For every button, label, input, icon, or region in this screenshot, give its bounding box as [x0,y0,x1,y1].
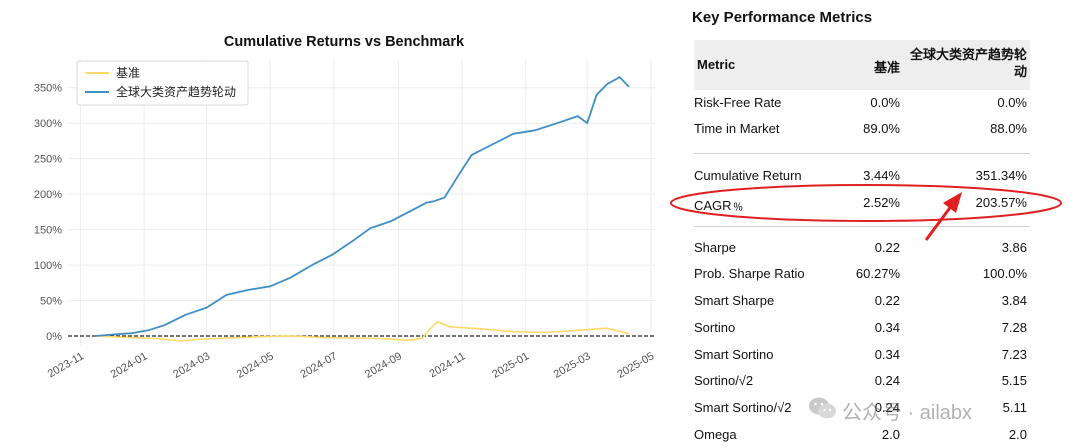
y-tick-label: 50% [40,296,62,308]
x-tick-label: 2024-05 [235,350,276,381]
legend-label-strategy: 全球大类资产趋势轮动 [116,84,236,99]
strategy-value: 2.0 [1008,427,1027,442]
x-tick-label: 2025-03 [552,350,593,381]
benchmark-value: 0.22 [874,240,900,255]
table-row: Sharpe 0.22 3.86 [694,238,1030,258]
benchmark-value: 0.24 [874,400,900,415]
metric-name: Omega [694,427,737,442]
strategy-value: 5.15 [1001,373,1027,388]
series-lines [95,76,630,342]
strategy-value: 7.28 [1001,320,1027,335]
strategy-value: 351.34% [975,168,1027,183]
y-tick-label: 0% [46,331,62,343]
metric-name: Risk-Free Rate [694,95,782,110]
table-row: Risk-Free Rate 0.0% 0.0% [694,93,1030,113]
metrics-panel: Key Performance Metrics Metric 基准 全球大类资产… [690,0,1040,448]
table-row: Sortino/√2 0.24 5.15 [694,371,1030,391]
table-row: Sortino 0.34 7.28 [694,318,1030,338]
strategy-value: 3.86 [1001,240,1027,255]
x-tick-label: 2025-05 [615,350,656,381]
x-tick-label: 2024-09 [363,350,404,381]
section-divider [694,226,1030,227]
table-row: Smart Sharpe 0.22 3.84 [694,291,1030,311]
x-tick-label: 2024-01 [109,350,150,381]
section-divider [694,153,1030,154]
y-tick-label: 250% [34,154,62,166]
series-line-strategy [95,76,630,337]
table-row: Omega 2.0 2.0 [694,425,1030,445]
watermark: 公众号 · ailabx [808,393,1078,424]
y-tick-label: 150% [34,225,62,237]
benchmark-value: 3.44% [863,168,900,183]
x-tick-label: 2024-11 [427,350,467,380]
metric-name: Cumulative Return [694,168,802,183]
header-metric: Metric [697,57,736,72]
header-benchmark: 基准 [873,60,900,75]
wechat-icon [809,397,836,419]
strategy-value: 100.0% [982,266,1027,281]
table-row: Cumulative Return 3.44% 351.34% [694,166,1030,186]
benchmark-value: 2.52% [863,195,900,210]
metric-name: Sortino/√2 [694,373,754,388]
table-row: Smart Sortino 0.34 7.23 [694,345,1030,365]
strategy-value: 203.57% [975,195,1027,210]
benchmark-value: 89.0% [863,121,900,136]
table-row: Time in Market 89.0% 88.0% [694,119,1030,139]
metric-name: Sharpe [694,240,736,255]
metric-name: Prob. Sharpe Ratio [694,266,805,281]
metric-name: Smart Sortino [694,347,774,362]
strategy-value: 7.23 [1001,347,1027,362]
strategy-value: 0.0% [997,95,1027,110]
header-strategy: 全球大类资产趋势轮动 [909,47,1027,79]
table-row: CAGR﹪ 2.52% 203.57% [694,193,1030,213]
x-tick-label: 2023-11 [46,350,86,380]
strategy-value: 88.0% [990,121,1027,136]
legend-label-benchmark: 基准 [116,66,140,80]
x-tick-label: 2024-07 [298,350,339,381]
y-tick-label: 100% [34,260,62,272]
metric-name: Smart Sharpe [694,293,775,308]
benchmark-value: 0.0% [870,95,900,110]
strategy-value: 5.11 [1002,400,1027,415]
y-tick-label: 350% [34,83,62,95]
metrics-table-header: Metric 基准 全球大类资产趋势轮动 [694,40,1030,90]
metric-name: Sortino [694,320,736,335]
benchmark-value: 2.0 [881,427,900,442]
y-tick-label: 300% [34,118,62,130]
x-tick-label: 2025-01 [490,350,531,381]
table-row: Smart Sortino/√2 0.24 5.11 [694,398,1030,418]
metric-name: CAGR﹪ [694,198,745,213]
metrics-title: Key Performance Metrics [692,9,873,26]
legend-box [76,60,249,106]
chart-title: Cumulative Returns vs Benchmark [224,34,465,50]
watermark-text: 公众号 · ailabx [842,402,973,424]
benchmark-value: 0.22 [874,293,900,308]
benchmark-value: 60.27% [855,266,900,281]
benchmark-value: 0.34 [874,320,900,335]
benchmark-value: 0.24 [874,373,900,388]
metric-name: Time in Market [694,121,780,136]
x-tick-label: 2024-03 [171,350,212,381]
benchmark-value: 0.34 [874,347,900,362]
series-line-benchmark [95,320,630,342]
cumulative-returns-chart: Cumulative Returns vs Benchmark 0% 50% 100… [34,34,656,381]
y-tick-label: 200% [34,189,62,201]
table-row: Prob. Sharpe Ratio 60.27% 100.0% [694,264,1030,284]
legend: 基准 全球大类资产趋势轮动 [76,60,249,106]
metric-name: Smart Sortino/√2 [694,400,792,415]
strategy-value: 3.84 [1001,293,1027,308]
grid-lines [68,60,655,345]
